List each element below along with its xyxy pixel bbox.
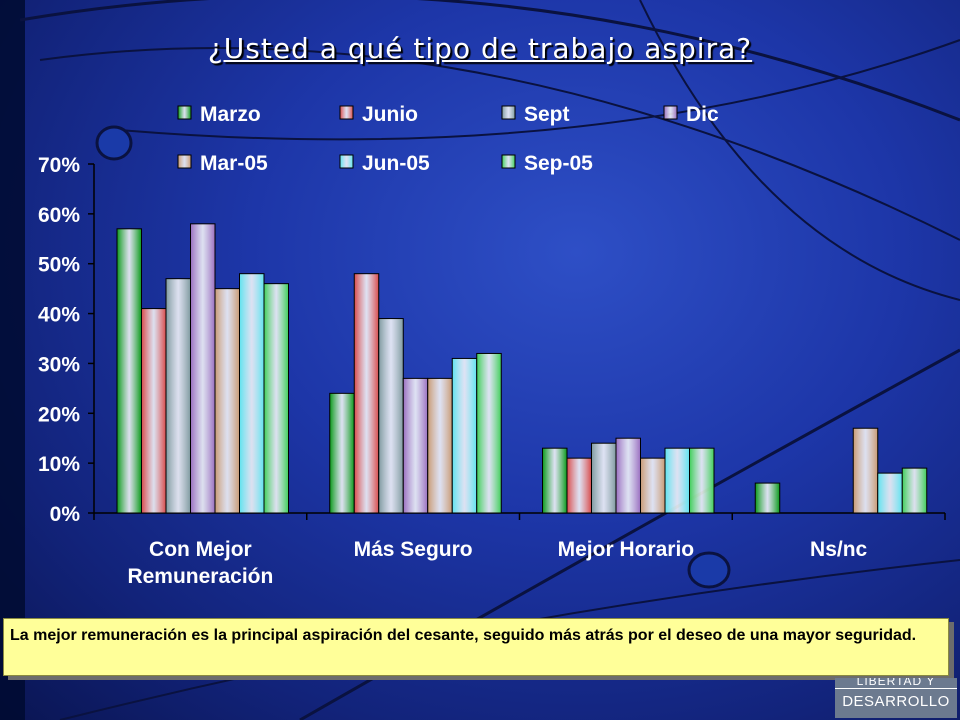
bar-junio bbox=[566, 457, 592, 514]
bar-dic bbox=[190, 223, 216, 514]
logo-top-text: LIBERTAD Y bbox=[835, 678, 957, 689]
legend-swatch bbox=[501, 154, 516, 169]
bar-dic bbox=[402, 377, 429, 514]
legend: Marzo Junio Sept Dic Mar-05 Jun-05 Sep-05 bbox=[177, 103, 719, 175]
bars bbox=[116, 223, 928, 514]
legend-label: Junio bbox=[362, 103, 418, 126]
y-tick-label: 40% bbox=[38, 304, 80, 327]
legend-label: Mar-05 bbox=[200, 152, 268, 175]
y-tick-label: 20% bbox=[38, 403, 80, 426]
bar-jun-05 bbox=[664, 447, 690, 514]
y-tick-label: 60% bbox=[38, 204, 80, 227]
bar-junio bbox=[353, 273, 380, 514]
bar-marzo bbox=[542, 447, 568, 514]
y-tick-label: 50% bbox=[38, 254, 80, 277]
y-tick-label: 0% bbox=[50, 503, 81, 526]
bar-jun-05 bbox=[239, 273, 265, 514]
legend-label: Sep-05 bbox=[524, 152, 593, 175]
legend-item: Sept bbox=[501, 103, 570, 126]
legend-item: Junio bbox=[339, 103, 418, 126]
bar-sep-05 bbox=[901, 467, 928, 514]
x-category-label: Ns/nc bbox=[810, 538, 868, 561]
legend-item: Mar-05 bbox=[177, 152, 268, 175]
legend-item: Sep-05 bbox=[501, 152, 593, 175]
bar-mar-05 bbox=[640, 457, 666, 514]
legend-swatch bbox=[339, 154, 354, 169]
bar-sept bbox=[378, 318, 404, 514]
logo-bottom-text: DESARROLLO bbox=[842, 693, 950, 710]
caption-box: La mejor remuneración es la principal as… bbox=[3, 618, 949, 676]
x-category-label: Con Mejor Remuneración bbox=[127, 538, 273, 588]
legend-item: Marzo bbox=[177, 103, 261, 126]
bar-sep-05 bbox=[476, 352, 502, 514]
legend-swatch bbox=[501, 105, 516, 120]
legend-swatch bbox=[663, 105, 678, 120]
bar-mar-05 bbox=[214, 288, 240, 514]
y-tick-label: 70% bbox=[38, 154, 80, 177]
y-tick-label: 30% bbox=[38, 353, 80, 376]
x-category-label: Más Seguro bbox=[354, 538, 473, 561]
bar-junio bbox=[141, 308, 167, 514]
bar-sept bbox=[165, 278, 191, 514]
bar-sep-05 bbox=[689, 447, 715, 514]
bar-marzo bbox=[754, 482, 781, 514]
legend-item: Dic bbox=[663, 103, 719, 126]
legend-label: Jun-05 bbox=[362, 152, 430, 175]
legend-label: Sept bbox=[524, 103, 570, 126]
x-category-label: Mejor Horario bbox=[558, 538, 695, 561]
logo: LIBERTAD Y DESARROLLO bbox=[835, 678, 957, 718]
bar-jun-05 bbox=[451, 357, 478, 514]
bar-mar-05 bbox=[427, 377, 453, 514]
chart-title: ¿Usted a qué tipo de trabajo aspira? bbox=[207, 32, 753, 65]
bar-marzo bbox=[116, 228, 142, 514]
bar-mar-05 bbox=[852, 427, 879, 514]
legend-label: Marzo bbox=[200, 103, 261, 126]
legend-item: Jun-05 bbox=[339, 152, 430, 175]
legend-label: Dic bbox=[686, 103, 719, 126]
y-tick-label: 10% bbox=[38, 453, 80, 476]
legend-swatch bbox=[177, 154, 192, 169]
axes: 0% 10% 20% 30% 40% 50% 60% 70% Con Mejor Remunera… bbox=[38, 154, 946, 588]
bar-jun-05 bbox=[877, 472, 903, 514]
bar-dic bbox=[615, 437, 641, 514]
bar-marzo bbox=[329, 392, 355, 514]
legend-swatch bbox=[177, 105, 192, 120]
legend-swatch bbox=[339, 105, 354, 120]
bar-sept bbox=[591, 442, 617, 514]
bar-sep-05 bbox=[263, 283, 289, 514]
